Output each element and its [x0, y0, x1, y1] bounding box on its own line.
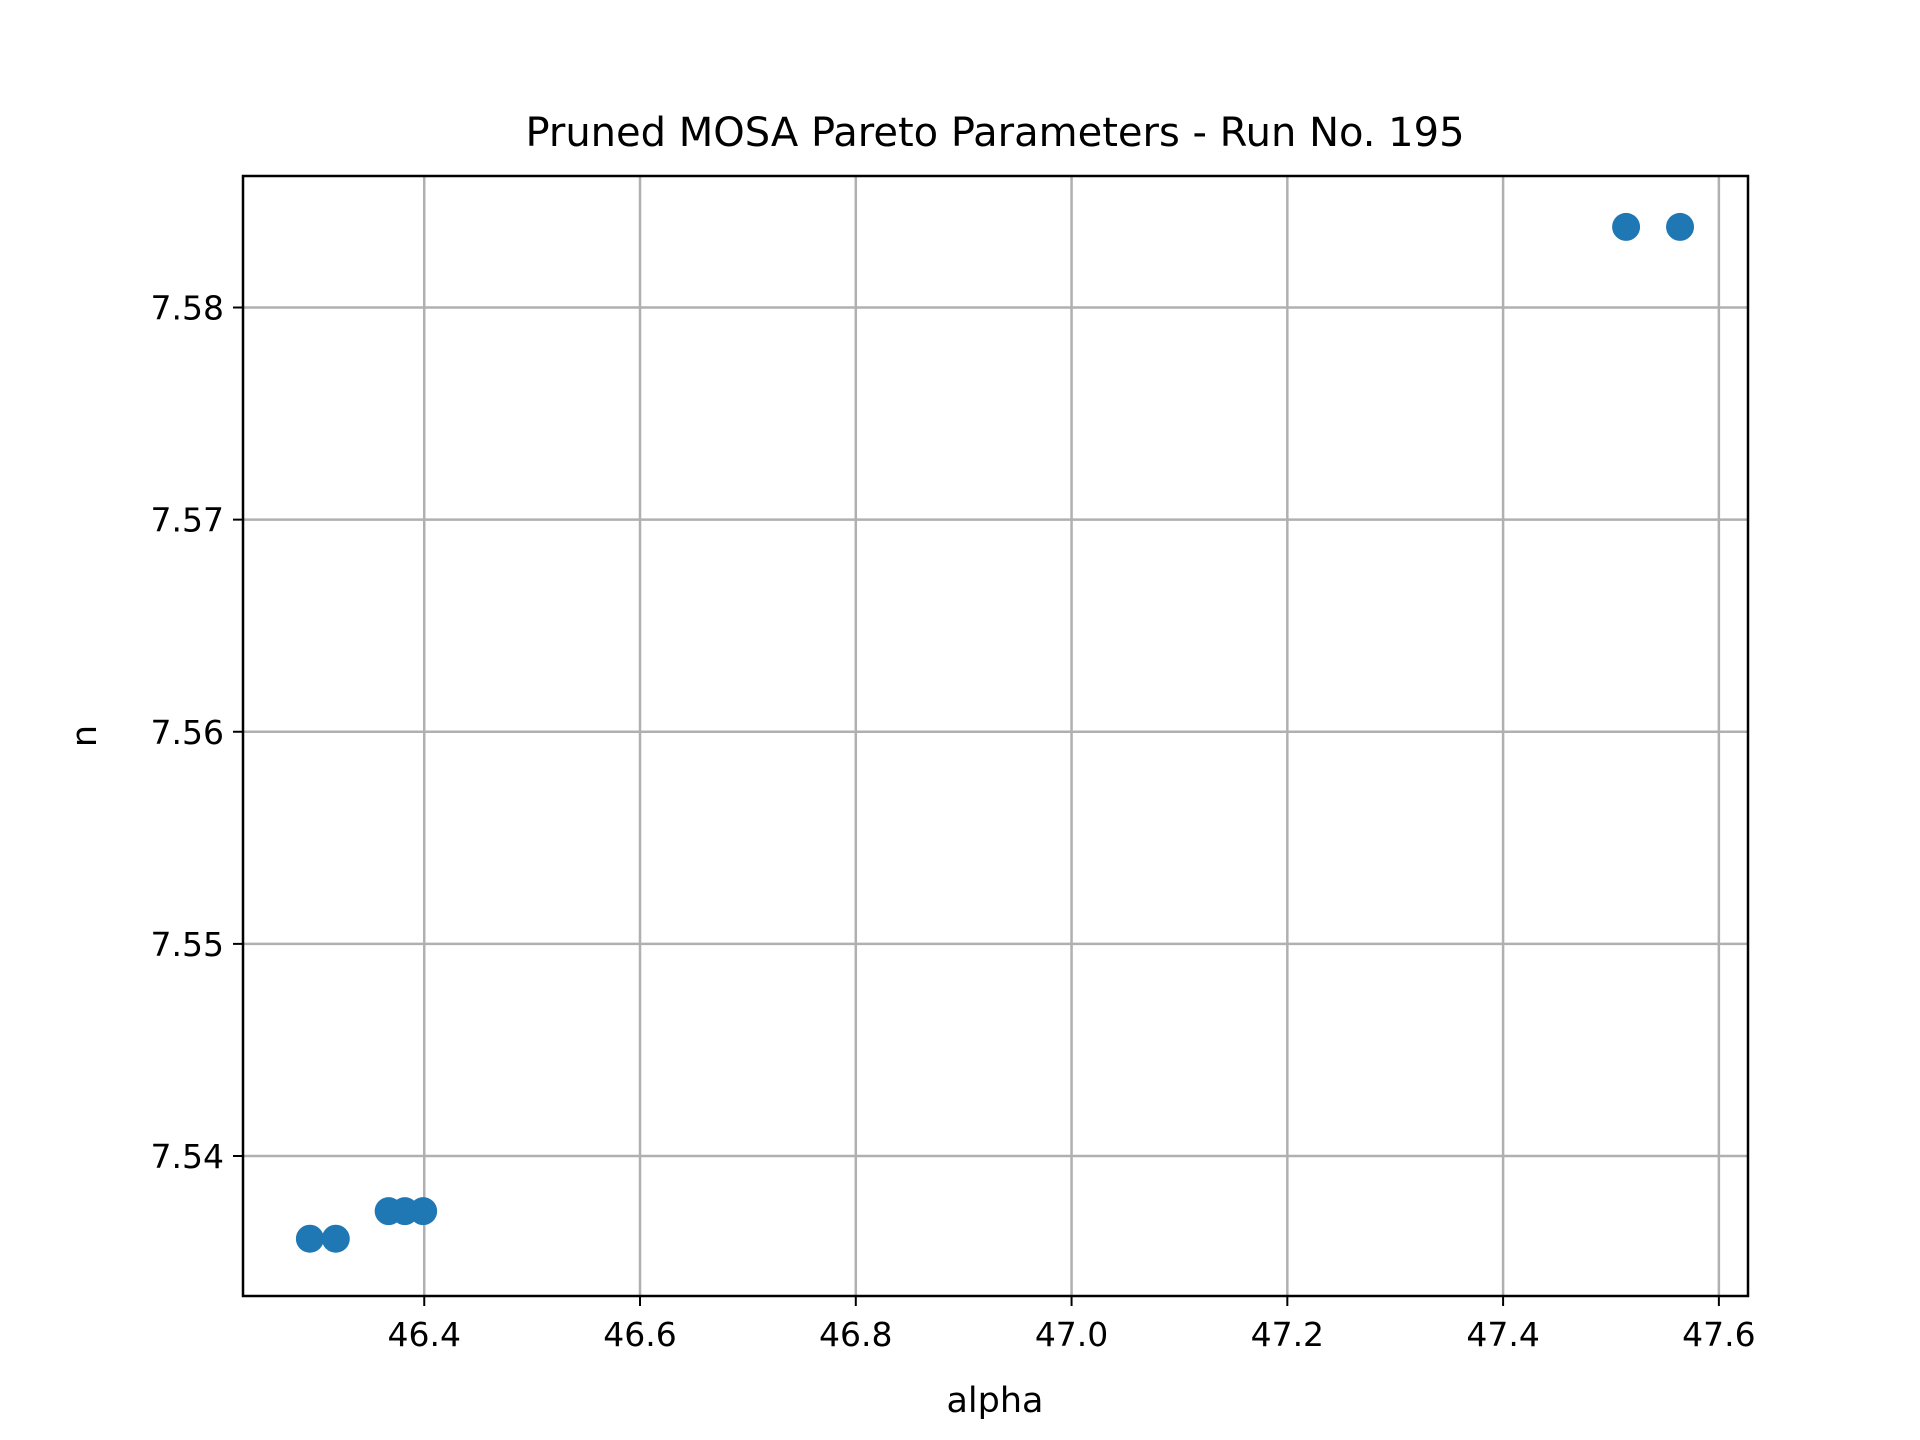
x-tick-label: 47.6	[1682, 1315, 1755, 1354]
y-tick-label: 7.56	[151, 713, 224, 752]
y-axis-ticks: 7.54 7.55 7.56 7.57 7.58	[151, 289, 243, 1176]
y-tick-label: 7.54	[151, 1137, 224, 1176]
x-axis-ticks: 46.4 46.6 46.8 47.0 47.2 47.4 47.6	[388, 1296, 1756, 1354]
x-tick-label: 46.6	[603, 1315, 676, 1354]
data-point	[321, 1224, 350, 1253]
x-tick-label: 47.0	[1035, 1315, 1108, 1354]
x-tick-label: 46.8	[819, 1315, 892, 1354]
y-tick-label: 7.58	[151, 289, 224, 328]
plot-frame	[241, 174, 1750, 1298]
x-tick-label: 47.4	[1466, 1315, 1539, 1354]
data-point	[1666, 212, 1695, 241]
chart-title: Pruned MOSA Pareto Parameters - Run No. …	[525, 110, 1464, 156]
data-point	[409, 1197, 438, 1226]
y-tick-label: 7.55	[151, 925, 224, 964]
y-axis-label: n	[65, 725, 105, 747]
data-point	[1612, 212, 1641, 241]
x-tick-label: 46.4	[388, 1315, 461, 1354]
x-axis-label: alpha	[946, 1381, 1043, 1421]
data-point	[295, 1224, 324, 1253]
data-points	[295, 212, 1695, 1253]
y-tick-label: 7.57	[151, 501, 224, 540]
x-tick-label: 47.2	[1251, 1315, 1324, 1354]
grid	[243, 176, 1748, 1296]
